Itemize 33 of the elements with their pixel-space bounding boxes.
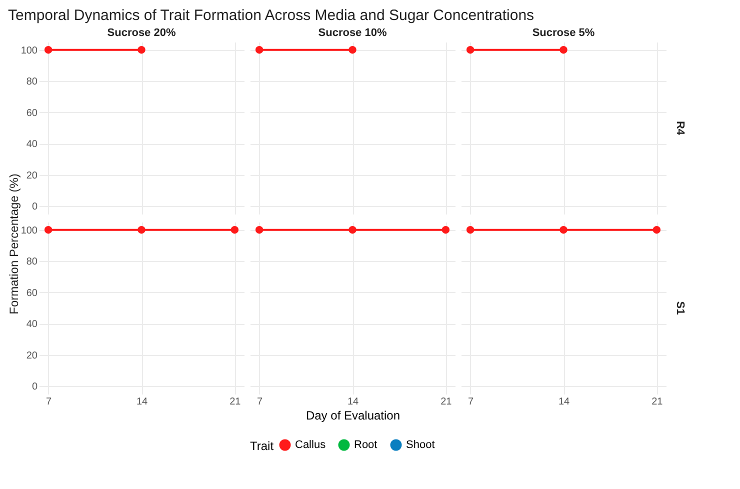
x-tick-label: 7	[468, 396, 474, 408]
x-tick-label: 7	[257, 396, 264, 408]
x-tick-label: 14	[136, 396, 148, 408]
y-tick-label: 40	[26, 319, 38, 330]
x-tick-label: 21	[652, 396, 664, 408]
y-tick-label: 0	[32, 202, 38, 213]
chart-subtitle: Sucrose 5%	[532, 27, 595, 39]
y2-axis-title: R4	[674, 120, 686, 136]
legend-title: Trait	[250, 439, 274, 453]
x-tick-label: 14	[347, 396, 359, 408]
y-axis-title: Formation Percentage (%)	[7, 174, 21, 314]
legend-label: Shoot	[406, 439, 435, 451]
y-tick-label: 100	[20, 45, 38, 56]
x-tick-label: 7	[46, 396, 52, 408]
x-tick-label: 21	[440, 396, 452, 408]
y-tick-label: 40	[26, 139, 38, 150]
y-tick-label: 0	[32, 382, 38, 393]
x-tick-label: 21	[230, 396, 242, 408]
y-tick-label: 60	[26, 288, 38, 299]
chart-title: Temporal Dynamics of Trait Formation Across Media and Sugar Concentrations	[8, 7, 534, 24]
x-tick-label: 14	[558, 396, 570, 408]
x-axis-title: Day of Evaluation	[306, 408, 400, 422]
y-tick-label: 20	[26, 170, 38, 182]
y-tick-label: 100	[20, 225, 38, 236]
y-tick-label: 60	[26, 108, 38, 119]
y-tick-label: 20	[26, 350, 38, 362]
y2-axis-title: S1	[674, 301, 686, 315]
chart-subtitle: Sucrose 20%	[107, 27, 176, 39]
legend-label: Callus	[295, 439, 326, 451]
legend-label: Root	[354, 439, 378, 451]
y-tick-label: 80	[26, 256, 38, 268]
chart-subtitle: Sucrose 10%	[318, 27, 387, 39]
y-tick-label: 80	[26, 76, 38, 88]
